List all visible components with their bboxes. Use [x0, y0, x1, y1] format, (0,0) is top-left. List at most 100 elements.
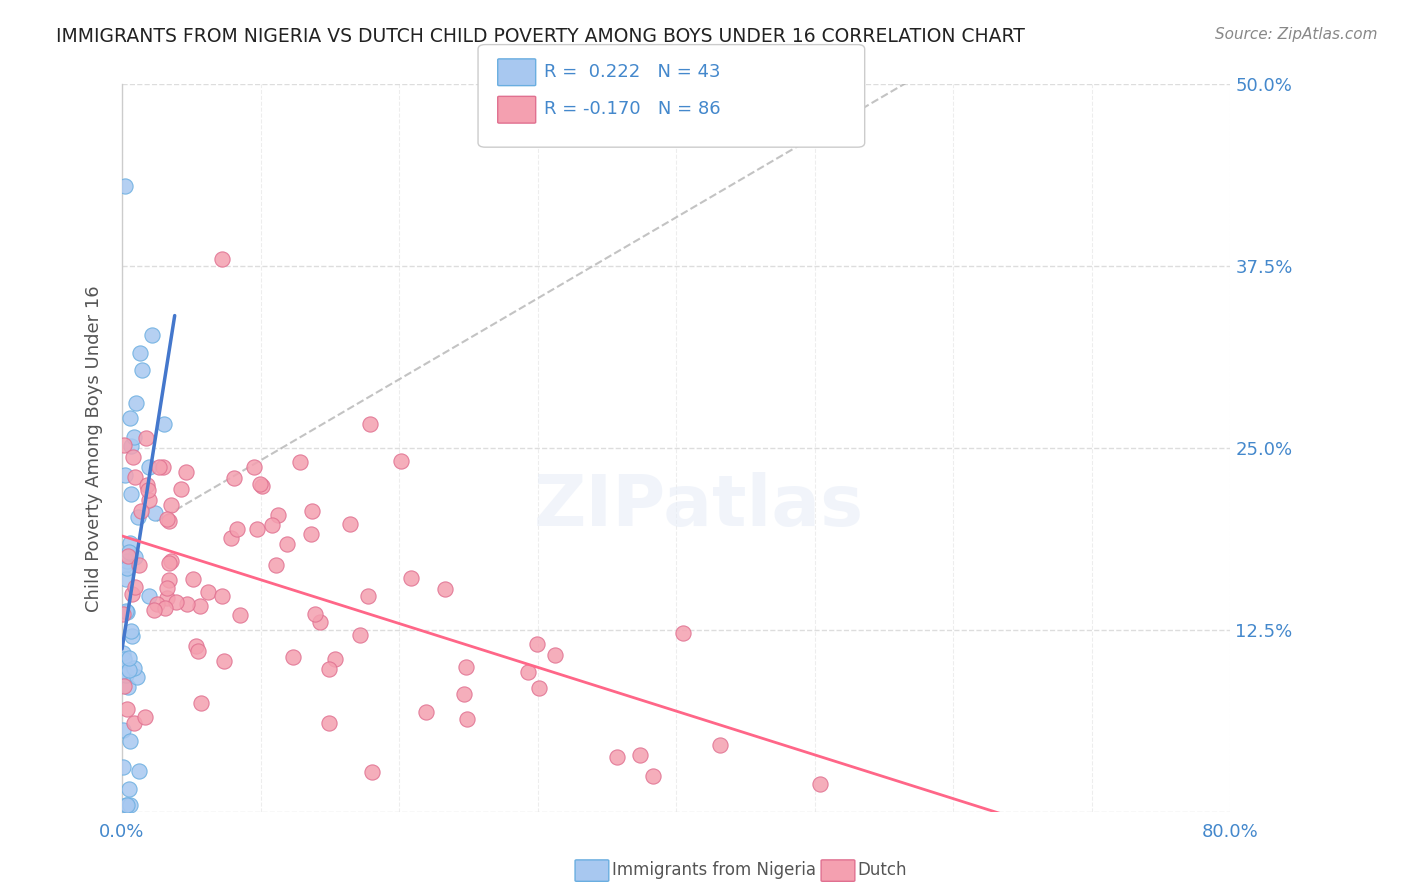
Point [124, 549, 146, 564]
Point [152, 459, 174, 474]
Point [349, 628, 371, 642]
Point [120, 624, 142, 638]
Y-axis label: Child Poverty Among Boys Under 16: Child Poverty Among Boys Under 16 [86, 285, 103, 612]
Text: R = -0.170   N = 86: R = -0.170 N = 86 [544, 100, 721, 118]
Point [434, 582, 457, 596]
Point [111, 646, 134, 660]
Point [121, 487, 143, 501]
Point [160, 554, 183, 568]
Point [117, 605, 139, 619]
Text: Dutch: Dutch [858, 861, 907, 879]
Point [143, 603, 166, 617]
Point [134, 710, 156, 724]
Point [143, 506, 166, 520]
Point [124, 580, 146, 594]
Point [186, 643, 208, 657]
Point [456, 659, 478, 673]
Point [112, 680, 135, 694]
Point [138, 459, 160, 474]
Point [118, 663, 141, 677]
Point [117, 702, 139, 716]
Point [117, 680, 139, 694]
Point [318, 716, 340, 731]
Point [111, 759, 134, 773]
Point [672, 625, 695, 640]
Point [112, 652, 135, 666]
Point [226, 522, 249, 536]
Point [197, 585, 219, 599]
Point [606, 750, 628, 764]
Point [120, 734, 142, 748]
Point [526, 637, 548, 651]
Point [114, 797, 136, 812]
Point [174, 465, 197, 479]
Point [246, 522, 269, 536]
Point [127, 510, 149, 524]
Point [157, 515, 180, 529]
Point [115, 797, 138, 812]
Point [114, 668, 136, 682]
Point [304, 607, 326, 621]
Point [138, 493, 160, 508]
Text: Source: ZipAtlas.com: Source: ZipAtlas.com [1215, 27, 1378, 42]
Point [181, 572, 204, 586]
Point [357, 589, 380, 603]
Point [308, 615, 330, 629]
Point [118, 411, 141, 425]
Point [121, 629, 143, 643]
Point [118, 650, 141, 665]
Point [141, 328, 163, 343]
Point [211, 252, 233, 266]
Text: Immigrants from Nigeria: Immigrants from Nigeria [612, 861, 815, 879]
Point [361, 765, 384, 780]
Point [114, 179, 136, 194]
Point [115, 604, 138, 618]
Point [628, 747, 651, 762]
Point [249, 477, 271, 491]
Point [159, 499, 181, 513]
Point [129, 345, 152, 359]
Point [243, 460, 266, 475]
Point [146, 597, 169, 611]
Point [117, 549, 139, 564]
Point [131, 363, 153, 377]
Point [389, 454, 412, 468]
Point [288, 455, 311, 469]
Point [115, 561, 138, 575]
Point [318, 661, 340, 675]
Point [184, 639, 207, 653]
Text: IMMIGRANTS FROM NIGERIA VS DUTCH CHILD POVERTY AMONG BOYS UNDER 16 CORRELATION C: IMMIGRANTS FROM NIGERIA VS DUTCH CHILD P… [56, 27, 1025, 45]
Point [118, 797, 141, 812]
Point [121, 587, 143, 601]
Point [188, 599, 211, 614]
Point [112, 607, 135, 622]
Point [118, 782, 141, 797]
Point [111, 723, 134, 737]
Point [339, 516, 361, 531]
Point [301, 504, 323, 518]
Point [219, 531, 242, 545]
Point [165, 595, 187, 609]
Point [359, 417, 381, 431]
Point [129, 504, 152, 518]
Point [176, 597, 198, 611]
Point [135, 431, 157, 445]
Point [153, 601, 176, 615]
Point [399, 571, 422, 585]
Point [124, 661, 146, 675]
Point [114, 468, 136, 483]
Text: R =  0.222   N = 43: R = 0.222 N = 43 [544, 63, 721, 81]
Point [157, 574, 180, 588]
Point [323, 651, 346, 665]
Point [136, 483, 159, 497]
Point [709, 738, 731, 752]
Point [262, 518, 284, 533]
Point [224, 470, 246, 484]
Point [267, 508, 290, 522]
Point [153, 417, 176, 431]
Point [453, 687, 475, 701]
Text: ZIPatlas: ZIPatlas [533, 472, 863, 541]
Point [128, 558, 150, 573]
Point [120, 440, 142, 454]
Point [122, 430, 145, 444]
